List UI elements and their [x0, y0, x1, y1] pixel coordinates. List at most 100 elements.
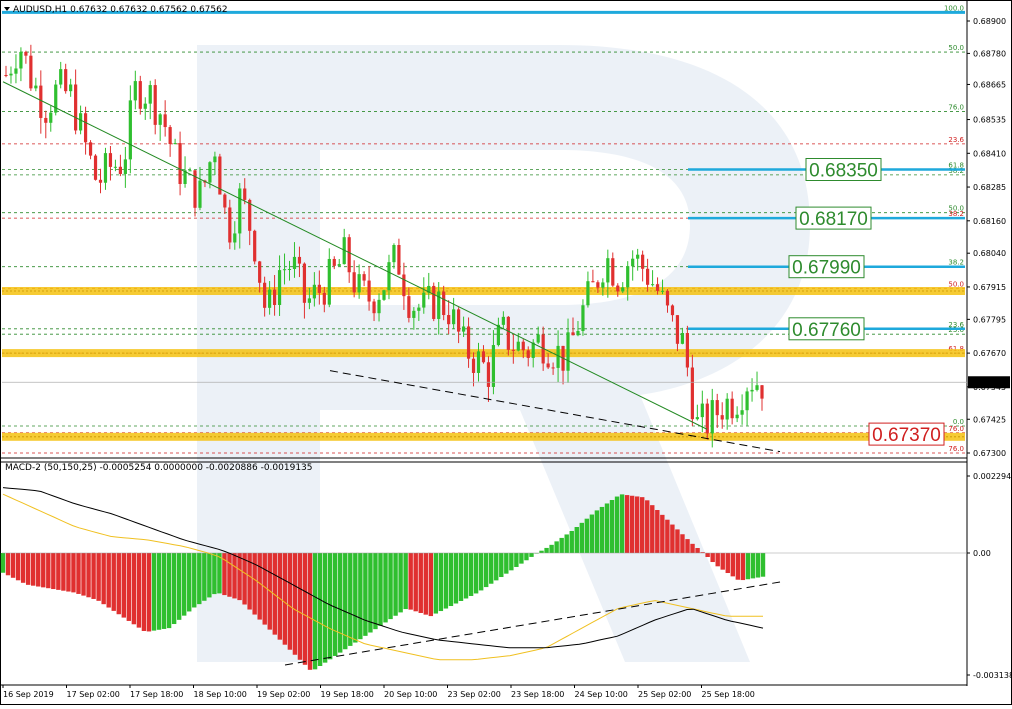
candle [83, 106, 88, 155]
candle [700, 390, 704, 433]
macd-bar [534, 553, 539, 554]
macd-bar [192, 553, 197, 608]
candle [511, 334, 515, 364]
current-price-label: 0.67562 [972, 378, 1005, 387]
price-tick-label: 0.68160 [973, 217, 1006, 226]
candle [93, 154, 98, 181]
macd-bar [579, 522, 585, 553]
candle-body [447, 315, 451, 325]
macd-bar [10, 553, 16, 578]
macd-bar [202, 553, 207, 601]
candle-body [79, 113, 83, 131]
candle-body [372, 301, 376, 314]
candle-body [382, 290, 386, 300]
macd-bar [282, 553, 288, 645]
macd-bar [292, 553, 298, 655]
candle-body [690, 367, 694, 420]
candle-body [521, 341, 525, 351]
collapse-triangle-icon[interactable] [4, 7, 10, 11]
candle [377, 293, 381, 322]
candle-body [168, 127, 172, 145]
candle [471, 352, 476, 387]
candle [601, 278, 605, 296]
candle [153, 79, 157, 135]
candle-body [322, 292, 326, 305]
macd-bar [25, 553, 31, 585]
fib-label: 23.6 [948, 326, 964, 334]
macd-bar [156, 553, 162, 630]
candle-body [282, 269, 287, 271]
trend-lines[interactable] [2, 81, 781, 453]
candle-body [481, 351, 486, 363]
candle-body [730, 398, 734, 419]
candle [317, 270, 321, 305]
key-level-label: 0.67760 [792, 320, 861, 341]
candle [19, 47, 23, 82]
key-levels[interactable]: 0.68350 0.68170 0.67990 0.67760 0.67370 [688, 158, 965, 447]
candle [631, 250, 635, 281]
candle-body [715, 400, 719, 416]
candle [740, 394, 744, 425]
price-tick-label: 0.67795 [973, 315, 1006, 324]
macd-bar [483, 553, 489, 588]
candle [347, 234, 351, 283]
macd-bar [317, 553, 323, 666]
price-tick-label: 0.68040 [973, 249, 1006, 258]
candle [292, 242, 297, 278]
candle-body [208, 162, 212, 183]
macd-bar [509, 553, 514, 571]
candle [496, 317, 500, 347]
macd-bar [207, 553, 212, 598]
macd-bar [116, 553, 121, 615]
macd-bar [212, 553, 217, 595]
macd-bar [760, 553, 766, 577]
candle [695, 404, 699, 421]
candle-body [302, 263, 307, 303]
candle-body [133, 81, 137, 101]
candle-body [581, 305, 585, 332]
candle-body [402, 274, 406, 297]
candle-body [412, 310, 416, 318]
macd-bar [71, 553, 76, 593]
candle-body [292, 256, 297, 269]
candle-body [725, 398, 729, 420]
macd-bar [287, 553, 293, 650]
macd-bar [146, 553, 152, 632]
price-tick-label: 0.68900 [973, 17, 1006, 26]
macd-bar [725, 553, 730, 574]
macd-bar [247, 553, 252, 610]
fib-label: 50.0 [948, 205, 964, 213]
macd-bar [322, 553, 328, 663]
macd-bar [262, 553, 267, 625]
candle [486, 356, 491, 402]
macd-bar [111, 553, 116, 611]
macd-bar [81, 553, 86, 596]
macd-lines [2, 487, 781, 666]
candle-body [571, 332, 575, 336]
candle-body [650, 284, 655, 286]
candle-body [606, 258, 610, 283]
candle [138, 75, 142, 115]
candle-body [243, 188, 247, 200]
candle [461, 316, 466, 338]
candle-body [327, 258, 331, 305]
time-tick-label: 18 Sep 10:00 [194, 690, 247, 699]
fib-label: 61.8 [948, 162, 964, 170]
macd-bar [685, 539, 690, 553]
macd-bar [277, 553, 283, 640]
candle [437, 282, 441, 335]
macd-bar [599, 506, 605, 553]
macd-bar [378, 553, 383, 626]
macd-bar [519, 553, 524, 564]
candle-body [14, 68, 18, 74]
macd-bar [494, 553, 499, 581]
candle [412, 307, 416, 330]
candle-body [576, 331, 580, 336]
candle [282, 253, 287, 285]
candle [735, 406, 739, 423]
candle-body [297, 256, 302, 264]
candle-body [586, 281, 590, 306]
macd-bar [489, 553, 494, 584]
macd-bar [720, 553, 725, 570]
